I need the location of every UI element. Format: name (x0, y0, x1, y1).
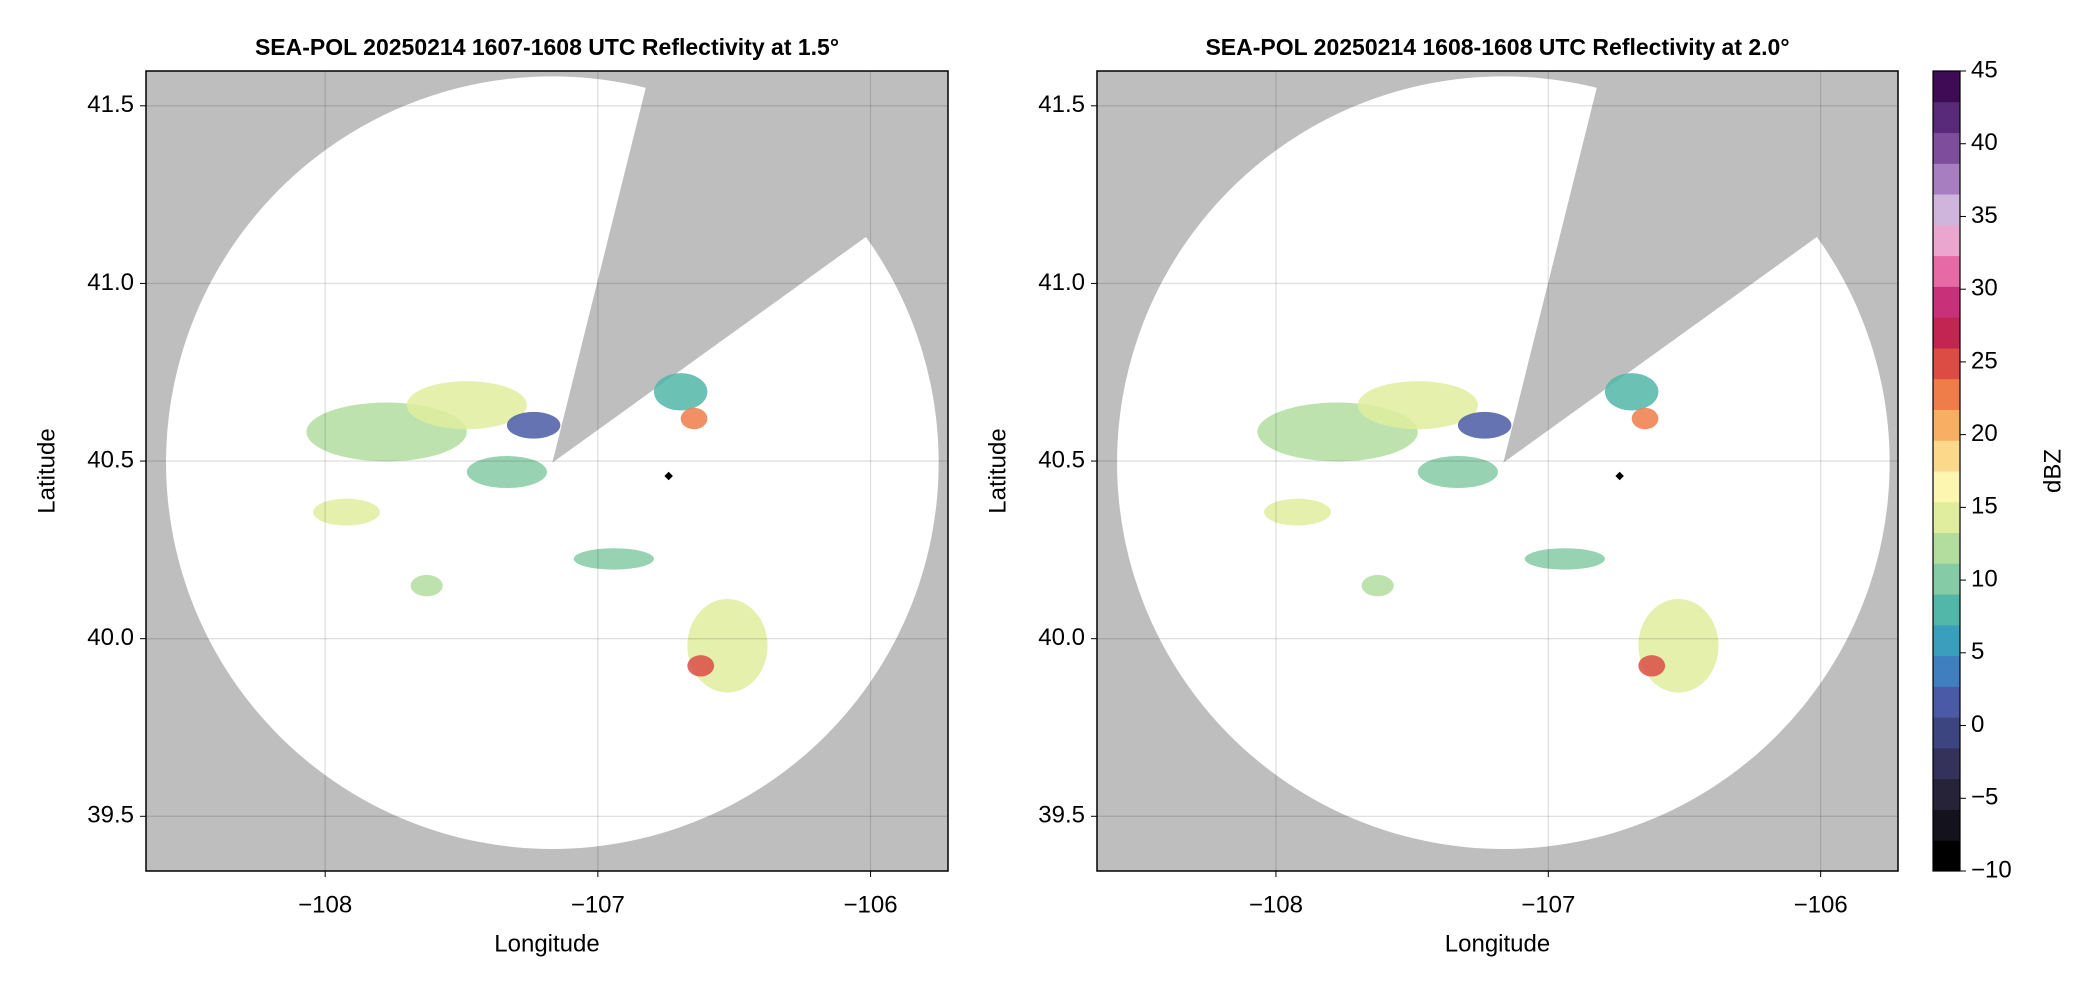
y-tick-label: 41.5 (1038, 91, 1085, 118)
x-tick-label: −108 (1249, 891, 1303, 918)
echo (1361, 574, 1394, 597)
colorbar-bin (1933, 378, 1960, 410)
echo (1524, 548, 1605, 570)
colorbar-bin (1933, 101, 1960, 134)
colorbar-bin (1933, 778, 1960, 810)
colorbar-tick-label: 25 (1971, 347, 1998, 374)
colorbar-bin (1933, 71, 1960, 103)
colorbar-tick-label: 40 (1971, 129, 1998, 156)
echo (1638, 655, 1666, 677)
colorbar-bin (1933, 132, 1960, 164)
x-tick-label: −107 (571, 891, 625, 918)
colorbar-tick-label: 35 (1971, 202, 1998, 229)
y-tick-label: 39.5 (87, 802, 134, 829)
colorbar-bin (1933, 655, 1960, 687)
x-tick-label: −106 (844, 891, 898, 918)
colorbar-bin (1933, 347, 1960, 380)
echo (1417, 455, 1499, 489)
colorbar-bin (1933, 471, 1960, 503)
colorbar-tick-label: 0 (1971, 711, 1984, 738)
x-tick-label: −106 (1794, 891, 1848, 918)
x-tick-label: −107 (1521, 891, 1575, 918)
y-tick-label: 40.0 (87, 624, 134, 651)
y-tick-label: 40.5 (87, 446, 134, 473)
blocked-sector (552, 71, 948, 463)
colorbar-bin (1933, 840, 1960, 872)
colorbar-bin (1933, 563, 1960, 595)
colorbar-bin (1933, 624, 1960, 657)
colorbar-bin (1933, 594, 1960, 626)
colorbar-tick-label: 15 (1971, 493, 1998, 520)
colorbar-bin (1933, 532, 1960, 564)
colorbar-bin (1933, 224, 1960, 257)
chart-title: SEA-POL 20250214 1608-1608 UTC Reflectiv… (1205, 34, 1789, 60)
echo (506, 411, 561, 439)
echo (1638, 598, 1719, 693)
echo (680, 407, 708, 430)
echo (1264, 498, 1331, 526)
colorbar-bin (1933, 194, 1960, 226)
y-tick-label: 40.0 (1038, 624, 1085, 651)
radar-site (664, 471, 673, 481)
colorbar-bin (1933, 163, 1960, 195)
x-axis-label: Longitude (1445, 930, 1550, 957)
colorbar-bin (1933, 501, 1960, 534)
axes-frame (145, 70, 949, 872)
echo (573, 548, 654, 570)
echo (410, 574, 443, 597)
colorbar-bin (1933, 717, 1960, 749)
echo (466, 455, 548, 489)
echo (313, 498, 380, 526)
echo (406, 381, 527, 430)
y-axis-label: Latitude (984, 428, 1011, 513)
chart-title: SEA-POL 20250214 1607-1608 UTC Reflectiv… (255, 34, 839, 60)
y-axis-label: Latitude (33, 428, 60, 513)
colorbar-tick-label: 10 (1971, 565, 1998, 592)
colorbar-tick-label: −5 (1971, 784, 1998, 811)
y-tick-label: 41.0 (87, 269, 134, 296)
colorbar-tick-label: 5 (1971, 638, 1984, 665)
echo (687, 598, 768, 693)
echo (1631, 407, 1659, 430)
plot-area (146, 71, 948, 871)
echo (687, 655, 715, 677)
colorbar-tick-label: 30 (1971, 275, 1998, 302)
y-tick-label: 39.5 (1038, 802, 1085, 829)
echo (653, 373, 708, 411)
colorbar-bin (1933, 747, 1960, 780)
colorbar-frame (1932, 70, 1961, 872)
echo (1357, 381, 1478, 430)
colorbar-tick-label: −10 (1971, 856, 2012, 883)
colorbar-tick-label: 20 (1971, 420, 1998, 447)
colorbar-tick-label: 45 (1971, 56, 1998, 83)
colorbar-bin (1933, 286, 1960, 318)
y-tick-label: 41.5 (87, 91, 134, 118)
plot-area (1097, 71, 1898, 871)
axes-frame (1096, 70, 1899, 872)
echo (1604, 373, 1659, 411)
y-tick-label: 41.0 (1038, 269, 1085, 296)
echo (1457, 411, 1512, 439)
colorbar-bin (1933, 686, 1960, 718)
colorbar-bin (1933, 409, 1960, 441)
colorbar-bin (1933, 255, 1960, 287)
colorbar-bin (1933, 317, 1960, 349)
x-tick-label: −108 (298, 891, 352, 918)
y-tick-label: 40.5 (1038, 446, 1085, 473)
radar-site (1615, 471, 1624, 481)
colorbar-label: dBZ (2039, 449, 2066, 493)
colorbar-bin (1933, 809, 1960, 841)
x-axis-label: Longitude (494, 930, 599, 957)
colorbar-bin (1933, 440, 1960, 472)
blocked-sector (1503, 71, 1898, 463)
